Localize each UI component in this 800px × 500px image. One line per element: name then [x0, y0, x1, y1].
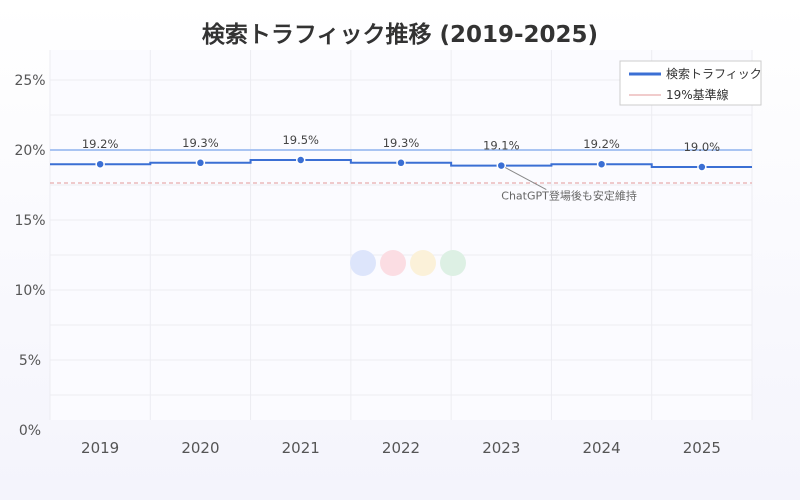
- baseline: [50, 149, 752, 184]
- annotation: ChatGPT登場後も安定維持: [501, 167, 637, 203]
- logo-dot: [380, 250, 406, 276]
- center-logo-dots: [350, 250, 466, 276]
- data-label: 19.0%: [684, 140, 721, 154]
- y-tick-label: 0%: [19, 423, 41, 439]
- data-point: [596, 159, 607, 169]
- annotation-text: ChatGPT登場後も安定維持: [501, 189, 637, 203]
- data-label: 19.3%: [182, 136, 219, 150]
- x-tick-label: 2020: [181, 439, 219, 457]
- logo-dot: [410, 250, 436, 276]
- x-axis-ticks: 2019 2020 2021 2022 2023 2024 2025: [81, 439, 721, 457]
- data-label: 19.2%: [82, 137, 119, 151]
- x-tick-label: 2024: [582, 439, 620, 457]
- y-tick-label: 20%: [14, 143, 45, 159]
- y-axis-ticks: 0% 5% 10% 15% 20% 25%: [14, 73, 45, 439]
- legend-label-traffic: 検索トラフィック: [666, 67, 762, 81]
- data-label: 19.5%: [282, 133, 319, 147]
- x-tick-label: 2019: [81, 439, 119, 457]
- logo-dot: [350, 250, 376, 276]
- data-point: [195, 158, 206, 168]
- y-tick-label: 5%: [19, 353, 41, 369]
- x-tick-label: 2022: [382, 439, 420, 457]
- x-tick-label: 2021: [282, 439, 320, 457]
- data-point: [95, 159, 105, 169]
- x-tick-label: 2023: [482, 439, 520, 457]
- plot-background: [50, 50, 752, 420]
- legend: 検索トラフィック 19%基準線: [619, 60, 762, 106]
- data-point: [496, 160, 507, 171]
- data-point: [295, 155, 306, 165]
- chart-title: 検索トラフィック推移 (2019-2025): [202, 22, 598, 48]
- plot-area: [50, 50, 752, 420]
- data-point: [697, 162, 707, 172]
- logo-dot: [440, 250, 466, 276]
- legend-box: [619, 60, 762, 106]
- data-label: 19.2%: [583, 137, 620, 151]
- y-tick-label: 10%: [14, 283, 45, 299]
- data-label: 19.3%: [383, 136, 420, 150]
- series-traffic: 19.2% 19.3% 19.5% 19.3% 19.1% 19.2% 19.0%: [50, 133, 752, 172]
- data-point: [396, 158, 406, 168]
- y-tick-label: 15%: [14, 213, 45, 229]
- annotation-arrow: [505, 167, 547, 191]
- y-tick-label: 25%: [14, 73, 45, 89]
- legend-label-baseline: 19%基準線: [666, 87, 729, 102]
- data-label: 19.1%: [483, 139, 520, 153]
- x-tick-label: 2025: [683, 439, 721, 457]
